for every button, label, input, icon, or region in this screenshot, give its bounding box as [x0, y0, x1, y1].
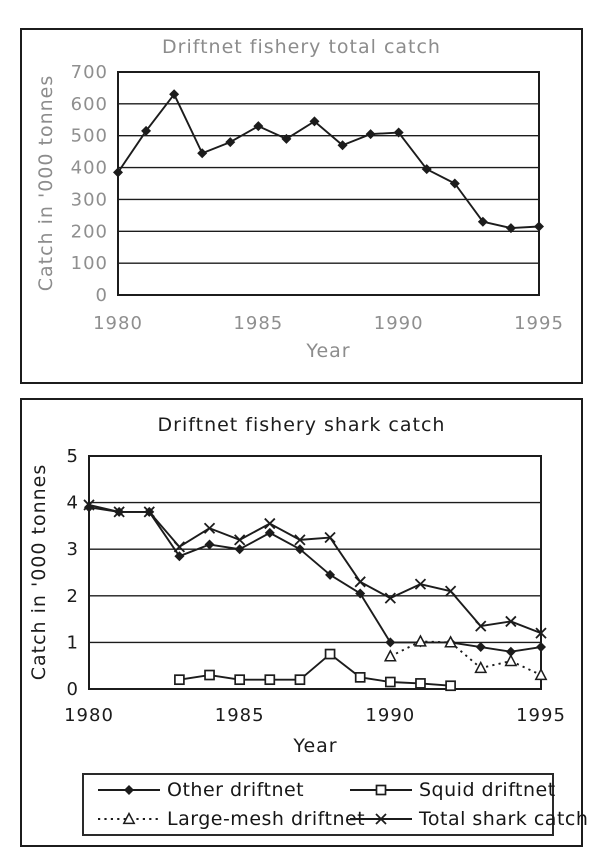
svg-text:1980: 1980 [93, 313, 143, 334]
y-tick-labels: 0 1 2 3 4 5 [67, 446, 79, 700]
plot-border [88, 455, 542, 690]
svg-text:100: 100 [71, 253, 108, 274]
chart-title: Driftnet fishery total catch [162, 36, 441, 58]
x-tick-labels: 1980 1985 1990 1995 [64, 705, 566, 726]
y-tick-labels: 0 100 200 300 400 500 600 700 [71, 62, 108, 306]
series-other-driftnet [84, 502, 546, 657]
svg-text:500: 500 [71, 126, 108, 147]
plot-border [117, 71, 540, 296]
legend-item-large-mesh-driftnet: Large-mesh driftnet [98, 806, 365, 833]
svg-text:700: 700 [71, 62, 108, 83]
svg-text:0: 0 [67, 679, 79, 700]
svg-text:200: 200 [71, 221, 108, 242]
svg-text:1995: 1995 [516, 705, 566, 726]
svg-text:2: 2 [67, 586, 79, 607]
svg-text:1985: 1985 [233, 313, 283, 334]
squid-driftnet-line-icon [350, 784, 412, 796]
svg-text:300: 300 [71, 189, 108, 210]
svg-text:1990: 1990 [374, 313, 424, 334]
svg-text:5: 5 [67, 446, 79, 467]
svg-text:3: 3 [67, 539, 79, 560]
x-tick-labels: 1980 1985 1990 1995 [93, 313, 564, 334]
total-catch-panel: Driftnet fishery total catch Catch in '0… [20, 28, 583, 384]
series-squid-driftnet [174, 648, 456, 692]
other-driftnet-line-icon [98, 785, 160, 795]
shark-catch-chart: 0 1 2 3 4 5 1980 1985 1990 1995 [64, 446, 566, 726]
svg-text:1985: 1985 [215, 705, 265, 726]
gridlines [118, 103, 539, 264]
series-large-mesh-driftnet [383, 634, 548, 681]
svg-text:1: 1 [67, 632, 79, 653]
series-total-shark-catch [83, 499, 547, 639]
shark-catch-panel: Driftnet fishery shark catch Catch in '0… [20, 398, 588, 847]
svg-text:4: 4 [67, 493, 79, 514]
total-shark-catch-line-icon [350, 813, 412, 825]
svg-text:400: 400 [71, 158, 108, 179]
legend-label: Large-mesh driftnet [167, 808, 366, 830]
legend-label: Total shark catch [419, 808, 589, 830]
legend-item-squid-driftnet: Squid driftnet [350, 777, 588, 804]
svg-text:0: 0 [96, 285, 108, 306]
legend-label: Squid driftnet [419, 779, 556, 801]
svg-text:1995: 1995 [514, 313, 564, 334]
total-catch-chart: 0 100 200 300 400 500 600 700 1980 1985 1990 1995 [71, 62, 564, 334]
gridlines [89, 501, 541, 644]
large-mesh-driftnet-line-icon [98, 811, 160, 825]
legend-item-total-shark-catch: Total shark catch [350, 806, 588, 833]
x-axis-label: Year [306, 340, 351, 362]
chart-title: Driftnet fishery shark catch [157, 414, 446, 436]
svg-text:600: 600 [71, 94, 108, 115]
series-series [113, 89, 544, 234]
legend-item-other-driftnet: Other driftnet [98, 777, 350, 804]
svg-text:1990: 1990 [365, 705, 415, 726]
svg-text:1980: 1980 [64, 705, 114, 726]
legend-label: Other driftnet [167, 779, 305, 801]
x-axis-label: Year [293, 735, 338, 757]
chart-legend: Other driftnet Squid driftnet Large-mesh… [82, 773, 588, 836]
